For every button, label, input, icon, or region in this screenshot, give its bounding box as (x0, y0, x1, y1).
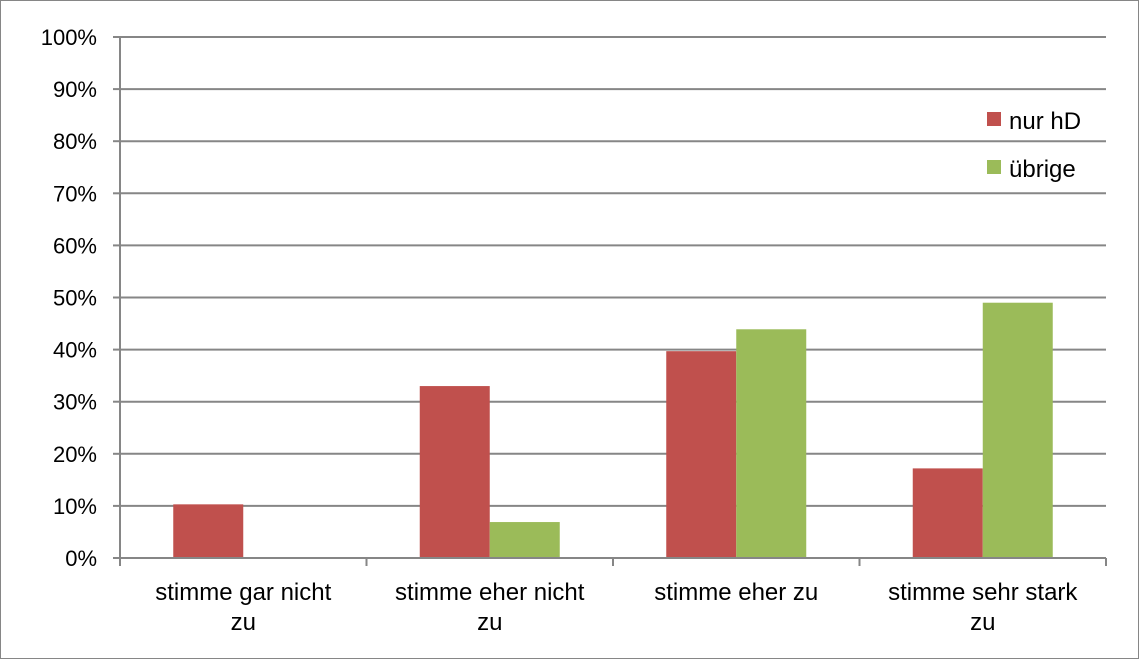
y-tick-label: 0% (65, 546, 97, 571)
bar-series-2 (736, 329, 807, 558)
y-tick-label: 70% (53, 181, 97, 206)
bar-series-2 (982, 302, 1053, 558)
bar-series-2 (489, 522, 560, 558)
category-label-line: stimme gar nicht (155, 579, 331, 606)
category-label-line: zu (477, 609, 502, 636)
category-label-line: stimme eher zu (654, 579, 818, 606)
legend-label: nur hD (1009, 108, 1081, 135)
y-tick-label: 100% (41, 25, 97, 50)
bar-series-1 (173, 504, 244, 558)
y-tick-labels: 0% 10% 20% 30% 40% 50% 60% 70% 80% 90% 100% (41, 25, 97, 571)
category-label: stimme eher nicht zu (395, 579, 585, 636)
y-tick-label: 90% (53, 77, 97, 102)
y-tick-label: 10% (53, 494, 97, 519)
y-tick-label: 20% (53, 442, 97, 467)
gridlines (120, 36, 1106, 507)
axes (113, 36, 1107, 566)
y-tick-label: 30% (53, 390, 97, 415)
y-tick-label: 50% (53, 286, 97, 311)
category-label: stimme eher zu (654, 579, 818, 606)
category-label: stimme sehr stark zu (888, 579, 1078, 636)
y-tick-label: 40% (53, 338, 97, 363)
legend-label: übrige (1009, 156, 1076, 183)
bar-series-1 (666, 351, 737, 558)
category-label-line: zu (231, 609, 256, 636)
category-label: stimme gar nicht zu (155, 579, 331, 636)
y-tick-label: 80% (53, 129, 97, 154)
category-label-line: stimme sehr stark (888, 579, 1078, 606)
bar-series-1 (419, 386, 490, 558)
y-tick-label: 60% (53, 233, 97, 258)
category-label-line: stimme eher nicht (395, 579, 585, 606)
legend-swatch (987, 160, 1001, 174)
legend-swatch (987, 112, 1001, 126)
category-label-line: zu (970, 609, 995, 636)
bar-series-1 (912, 468, 983, 558)
legend: nur hD übrige (987, 108, 1081, 183)
bars (173, 302, 1053, 558)
